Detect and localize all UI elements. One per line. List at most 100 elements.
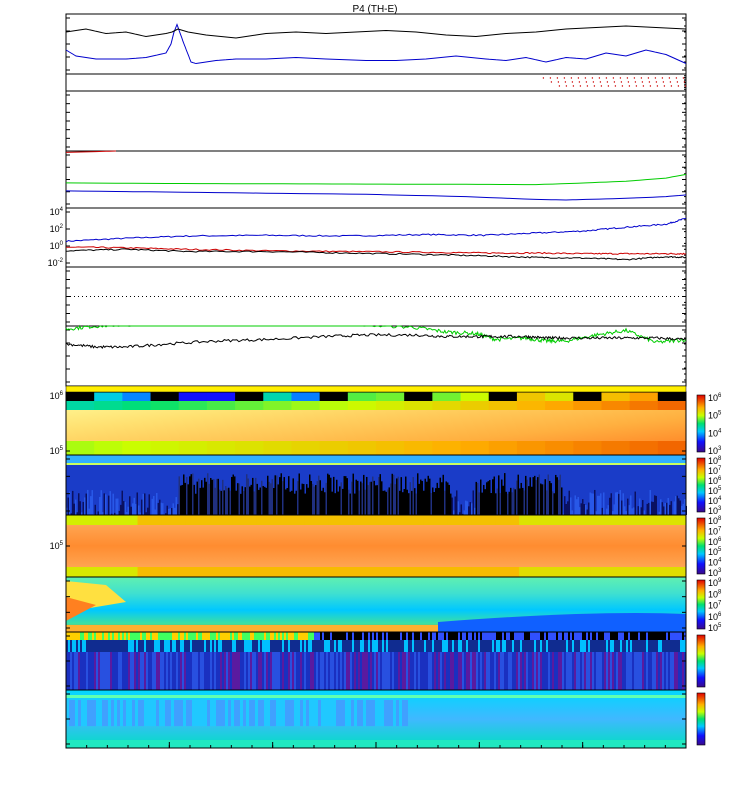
colorbar-tick-label: 103 — [708, 568, 722, 578]
heatmap-cell — [210, 700, 213, 726]
heatmap-cell — [220, 632, 222, 640]
heatmap-cell — [536, 480, 538, 515]
heatmap-cell — [101, 490, 103, 515]
heatmap-cell — [329, 475, 331, 515]
heatmap-cell — [212, 652, 214, 690]
heatmap-cell — [404, 640, 406, 652]
heatmap-cell — [546, 652, 548, 690]
panel-roi — [66, 74, 686, 91]
heatmap-cell — [548, 640, 550, 652]
heatmap-cell — [570, 497, 572, 515]
heatmap-cell — [318, 640, 320, 652]
heatmap-cell — [489, 401, 518, 410]
heatmap-cell — [182, 640, 184, 652]
heatmap-cell — [564, 652, 566, 690]
heatmap-cell — [232, 640, 234, 652]
heatmap-cell — [458, 632, 460, 640]
heatmap-cell — [162, 700, 165, 726]
roi-marker — [613, 77, 614, 78]
heatmap-cell — [435, 488, 437, 515]
heatmap-cell — [410, 652, 412, 690]
heatmap-cell — [151, 401, 180, 410]
heatmap-cell — [156, 632, 158, 640]
heatmap-cell — [618, 632, 620, 640]
heatmap-cell — [281, 473, 283, 515]
heatmap-cell — [130, 652, 132, 690]
heatmap-cell — [627, 499, 629, 515]
heatmap-cell — [515, 489, 517, 515]
heatmap-cell — [652, 652, 654, 690]
heatmap-cell — [186, 477, 188, 515]
heatmap-cell — [450, 640, 452, 652]
heatmap-cell — [670, 640, 672, 652]
heatmap-cell — [437, 483, 439, 515]
heatmap-cell — [466, 640, 468, 652]
heatmap-cell — [203, 488, 205, 515]
heatmap-cell — [478, 652, 480, 690]
heatmap-cell — [417, 473, 419, 515]
heatmap-cell — [257, 567, 281, 577]
heatmap-cell — [89, 509, 91, 515]
heatmap-cell — [573, 441, 602, 455]
heatmap-cell — [291, 392, 320, 401]
heatmap-cell — [243, 491, 245, 515]
heatmap-cell — [474, 632, 476, 640]
heatmap-cell — [662, 652, 664, 690]
heatmap-cell — [290, 640, 292, 652]
heatmap-cell — [454, 652, 456, 690]
heatmap-cell — [591, 515, 615, 525]
heatmap-cell — [315, 485, 317, 515]
heatmap-cell — [172, 652, 174, 690]
heatmap-cell — [233, 515, 257, 525]
colorbar-tick-label: 103 — [708, 506, 722, 516]
heatmap-cell — [516, 652, 518, 690]
heatmap-cell — [640, 640, 642, 652]
heatmap-cell — [488, 632, 490, 640]
heatmap-cell — [606, 509, 608, 515]
heatmap-cell — [320, 480, 322, 515]
heatmap-cell — [615, 492, 617, 515]
heatmap-cell — [210, 478, 212, 515]
heatmap-cell — [376, 392, 405, 401]
heatmap-cell — [92, 652, 94, 690]
heatmap-cell — [350, 640, 352, 652]
colorbar-tick-label: 103 — [708, 446, 722, 456]
heatmap-cell — [234, 476, 236, 515]
heatmap-cell — [86, 652, 88, 690]
heatmap-cell — [254, 491, 256, 515]
heatmap-cell — [252, 632, 254, 640]
heatmap-cell — [330, 632, 332, 640]
heatmap-cell — [368, 485, 370, 515]
heatmap-cell — [96, 640, 98, 652]
heatmap-cell — [333, 700, 336, 726]
heatmap-cell — [120, 632, 122, 640]
heatmap-cell — [572, 652, 574, 690]
heatmap-cell — [540, 632, 542, 640]
heatmap-cell — [536, 632, 538, 640]
heatmap-cell — [549, 481, 551, 515]
heatmap-cell — [526, 632, 528, 640]
heatmap-cell — [364, 640, 366, 652]
heatmap-cell — [602, 640, 604, 652]
heatmap-cell — [108, 640, 110, 652]
heatmap-cell — [176, 632, 178, 640]
heatmap-cell — [263, 401, 292, 410]
heatmap-cell — [209, 567, 233, 577]
heatmap-cell — [342, 640, 344, 652]
heatmap-cell — [285, 700, 288, 726]
heatmap-cell — [328, 515, 352, 525]
heatmap-cell — [158, 503, 160, 515]
heatmap-cell — [218, 640, 220, 652]
heatmap-cell — [244, 632, 246, 640]
heatmap-cell — [424, 632, 426, 640]
heatmap-cell — [184, 652, 186, 690]
colorbar-tick-label: 106 — [708, 612, 722, 622]
heatmap-cell — [612, 632, 614, 640]
heatmap-cell — [502, 640, 504, 652]
heatmap-cell — [450, 494, 452, 515]
heatmap-cell — [179, 401, 208, 410]
heatmap-cell — [146, 640, 148, 652]
heatmap-cell — [386, 632, 388, 640]
heatmap-cell — [176, 640, 178, 652]
heatmap-cell — [562, 652, 564, 690]
